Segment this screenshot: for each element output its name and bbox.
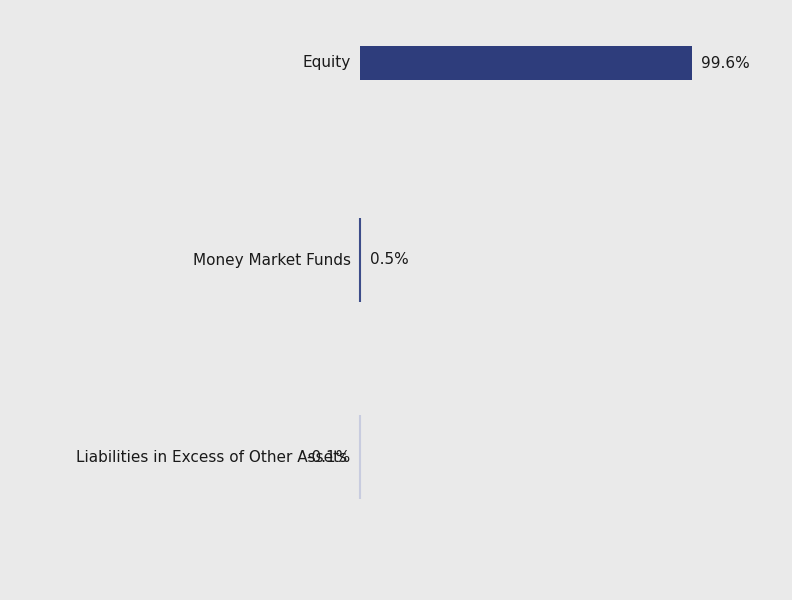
Text: Liabilities in Excess of Other Assets: Liabilities in Excess of Other Assets xyxy=(76,449,347,464)
Text: Equity: Equity xyxy=(303,55,351,70)
Text: 0.5%: 0.5% xyxy=(370,253,409,268)
Text: Money Market Funds: Money Market Funds xyxy=(193,253,351,268)
Text: -0.1%: -0.1% xyxy=(307,449,351,464)
FancyBboxPatch shape xyxy=(360,46,691,80)
Text: 99.6%: 99.6% xyxy=(701,55,750,70)
